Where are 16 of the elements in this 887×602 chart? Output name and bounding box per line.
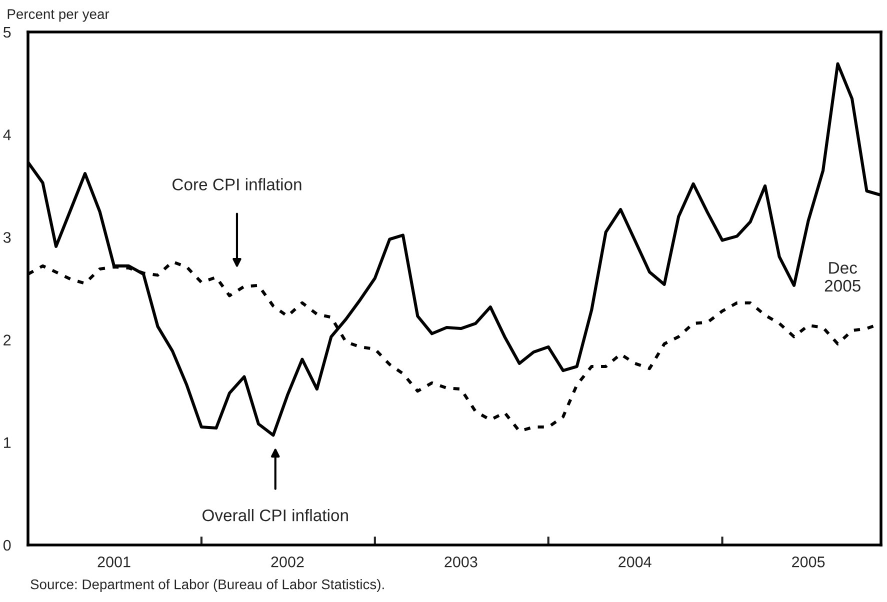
x-tick-label: 2005	[792, 556, 825, 568]
y-tick-label: 1	[4, 437, 11, 448]
y-tick-label: 2	[4, 334, 11, 346]
x-tick-label: 2001	[98, 556, 130, 568]
x-tick-label: 2002	[271, 556, 304, 568]
y-axis-title: Percent per year	[8, 9, 110, 22]
annotation: Core CPI inflation	[172, 178, 302, 190]
annotation: Overall CPI inflation	[202, 509, 348, 522]
x-tick-label: 2004	[618, 556, 652, 568]
x-tick-label: 2003	[444, 556, 478, 568]
y-tick-label: 3	[3, 232, 11, 243]
y-tick-label: 0	[3, 540, 11, 551]
y-tick-label: 5	[3, 27, 11, 38]
y-tick-label: 4	[3, 130, 11, 140]
source-note: Source: Department of Labor (Bureau of Labor Statistics).	[30, 579, 384, 592]
annotation: Dec 2005	[824, 262, 860, 292]
